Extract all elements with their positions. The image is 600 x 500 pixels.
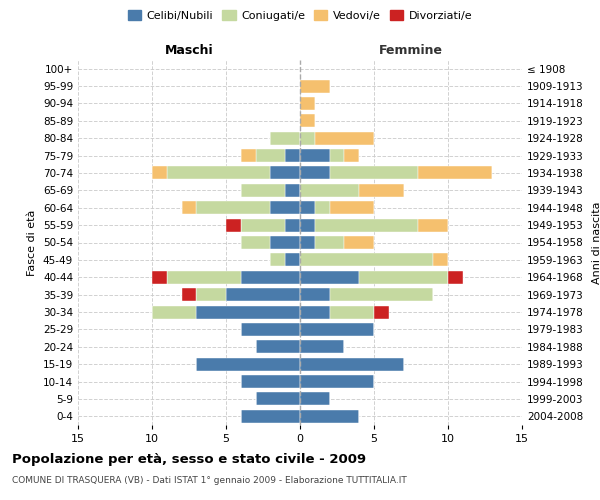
Bar: [300, 114, 315, 128]
Bar: [271, 132, 300, 144]
Bar: [359, 270, 448, 284]
Bar: [241, 184, 285, 197]
Bar: [300, 340, 344, 353]
Bar: [256, 340, 300, 353]
Bar: [196, 306, 300, 318]
Bar: [300, 288, 329, 301]
Bar: [241, 375, 300, 388]
Bar: [271, 254, 285, 266]
Bar: [300, 392, 329, 406]
Bar: [182, 201, 196, 214]
Bar: [241, 218, 285, 232]
Bar: [315, 236, 344, 249]
Bar: [226, 288, 300, 301]
Bar: [241, 270, 300, 284]
Bar: [433, 254, 448, 266]
Bar: [182, 288, 196, 301]
Bar: [300, 236, 315, 249]
Bar: [196, 288, 226, 301]
Bar: [315, 132, 374, 144]
Bar: [196, 201, 271, 214]
Bar: [241, 410, 300, 423]
Bar: [418, 218, 448, 232]
Bar: [226, 218, 241, 232]
Text: COMUNE DI TRASQUERA (VB) - Dati ISTAT 1° gennaio 2009 - Elaborazione TUTTITALIA.: COMUNE DI TRASQUERA (VB) - Dati ISTAT 1°…: [12, 476, 407, 485]
Bar: [167, 166, 271, 179]
Y-axis label: Anni di nascita: Anni di nascita: [592, 201, 600, 284]
Bar: [300, 132, 315, 144]
Bar: [271, 166, 300, 179]
Bar: [315, 218, 418, 232]
Bar: [344, 236, 374, 249]
Bar: [329, 306, 374, 318]
Text: Popolazione per età, sesso e stato civile - 2009: Popolazione per età, sesso e stato civil…: [12, 452, 366, 466]
Bar: [300, 306, 329, 318]
Bar: [300, 375, 374, 388]
Bar: [300, 201, 315, 214]
Bar: [300, 410, 359, 423]
Bar: [300, 254, 433, 266]
Text: Maschi: Maschi: [164, 44, 214, 57]
Bar: [300, 184, 359, 197]
Bar: [315, 201, 329, 214]
Bar: [271, 236, 300, 249]
Bar: [300, 149, 329, 162]
Bar: [344, 149, 359, 162]
Bar: [241, 323, 300, 336]
Bar: [152, 166, 167, 179]
Bar: [300, 323, 374, 336]
Legend: Celibi/Nubili, Coniugati/e, Vedovi/e, Divorziati/e: Celibi/Nubili, Coniugati/e, Vedovi/e, Di…: [124, 6, 476, 25]
Bar: [241, 149, 256, 162]
Bar: [329, 288, 433, 301]
Bar: [300, 166, 329, 179]
Bar: [196, 358, 300, 370]
Bar: [300, 358, 404, 370]
Bar: [152, 306, 196, 318]
Y-axis label: Fasce di età: Fasce di età: [28, 210, 37, 276]
Bar: [448, 270, 463, 284]
Bar: [300, 218, 315, 232]
Bar: [256, 392, 300, 406]
Bar: [329, 201, 374, 214]
Bar: [374, 306, 389, 318]
Bar: [285, 254, 300, 266]
Bar: [285, 184, 300, 197]
Bar: [418, 166, 493, 179]
Bar: [152, 270, 167, 284]
Bar: [300, 80, 329, 92]
Bar: [167, 270, 241, 284]
Bar: [329, 149, 344, 162]
Bar: [329, 166, 418, 179]
Bar: [285, 218, 300, 232]
Text: Femmine: Femmine: [379, 44, 443, 57]
Bar: [271, 201, 300, 214]
Bar: [300, 97, 315, 110]
Bar: [241, 236, 271, 249]
Bar: [300, 270, 359, 284]
Bar: [256, 149, 285, 162]
Bar: [359, 184, 404, 197]
Bar: [285, 149, 300, 162]
